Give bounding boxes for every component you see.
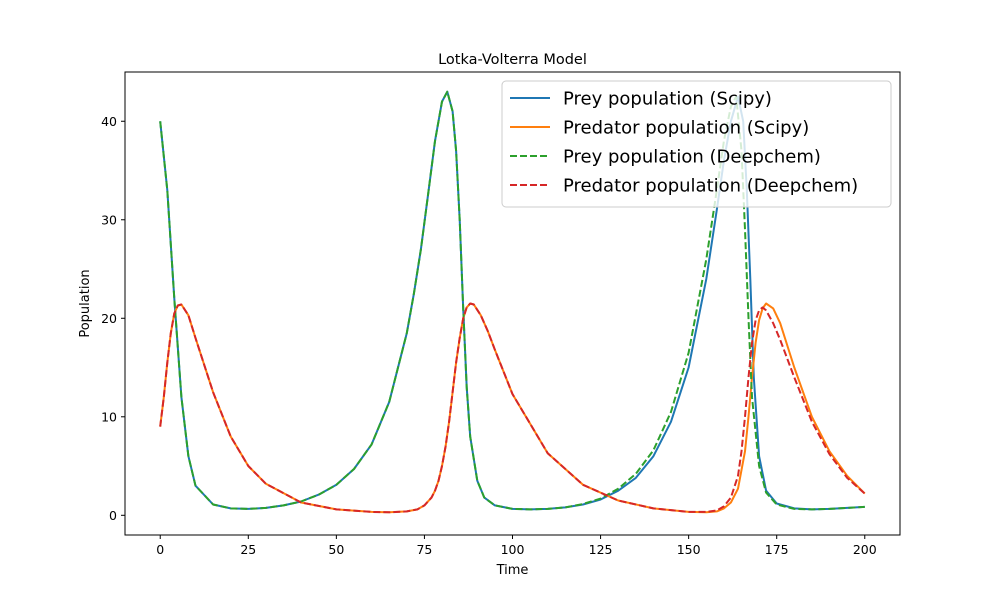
x-tick-label: 0 [156,542,164,557]
y-tick-label: 20 [101,311,117,326]
x-tick-label: 50 [328,542,344,557]
y-tick-label: 10 [101,409,117,424]
x-tick-label: 150 [677,542,701,557]
legend-label: Prey population (Scipy) [563,89,772,110]
series-line-predator-population-deepchem [159,302,866,514]
legend-box [501,80,892,208]
y-axis: 0 10 20 30 40 [101,114,125,523]
y-tick-label: 40 [101,114,117,129]
x-tick-label: 125 [589,542,613,557]
series-line-predator-population-scipy [159,302,866,514]
legend-label: Predator population (Deepchem) [563,176,858,197]
x-tick-label: 25 [240,542,256,557]
series-line-prey-population-deepchem [159,90,865,511]
x-axis-label: Time [496,563,529,578]
y-tick-label: 0 [109,508,117,523]
x-tick-label: 200 [853,542,877,557]
x-tick-label: 100 [501,542,525,557]
legend-label: Prey population (Deepchem) [563,147,821,168]
chart-title: Lotka-Volterra Model [438,52,587,68]
legend-label: Predator population (Scipy) [563,118,809,139]
x-tick-label: 175 [765,542,789,557]
y-tick-label: 30 [101,212,117,227]
y-axis-label: Population [78,269,93,337]
legend: Prey population (Scipy) Predator populati… [501,80,892,208]
x-axis: 0 25 50 75 100 125 150 175 200 [156,535,877,557]
x-tick-label: 75 [416,542,432,557]
